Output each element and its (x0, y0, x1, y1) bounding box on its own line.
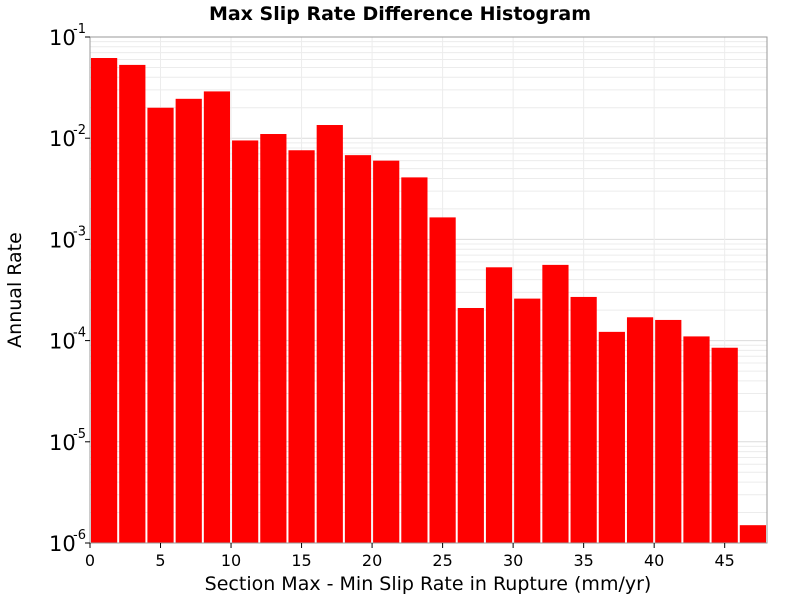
histogram-bar (344, 155, 372, 544)
x-tick-label: 30 (503, 551, 523, 570)
y-axis-label: Annual Rate (4, 232, 26, 348)
x-axis-ticks: 0 5 10 15 20 25 30 35 40 45 (85, 543, 735, 570)
y-axis-ticks: 10-610-510-410-310-210-1 (49, 22, 90, 556)
histogram-bar (655, 319, 682, 543)
histogram-bar (401, 177, 428, 543)
histogram-bar (457, 307, 484, 543)
histogram-bar (514, 298, 541, 543)
y-tick-label: 10 (49, 431, 76, 455)
x-tick-label: 15 (291, 551, 311, 570)
histogram-bar (203, 91, 231, 543)
histogram-bar (316, 125, 343, 543)
y-tick-label: 10 (49, 127, 76, 151)
x-axis-label: Section Max - Min Slip Rate in Rupture (… (205, 573, 652, 595)
x-tick-label: 40 (644, 551, 664, 570)
histogram-bar (711, 347, 738, 543)
x-tick-label: 45 (715, 551, 735, 570)
histogram-bar (147, 107, 174, 543)
histogram-bar (626, 317, 654, 543)
histogram-bar (598, 331, 625, 543)
histogram-bar (288, 150, 315, 543)
histogram-bar (739, 525, 766, 543)
chart-title: Max Slip Rate Difference Histogram (209, 3, 591, 25)
histogram-bar (232, 140, 259, 543)
histogram-bar (485, 267, 513, 543)
y-tick-label: 10 (49, 228, 76, 252)
x-tick-label: 0 (85, 551, 95, 570)
histogram-bar (542, 264, 569, 543)
y-tick-exponent: -5 (73, 427, 86, 442)
y-tick-exponent: -3 (73, 224, 86, 239)
y-tick-exponent: -1 (73, 22, 86, 37)
x-tick-label: 35 (573, 551, 593, 570)
histogram-bar (175, 98, 202, 543)
y-tick-exponent: -2 (73, 123, 86, 138)
y-tick-exponent: -4 (73, 326, 86, 341)
y-tick-label: 10 (49, 330, 76, 354)
x-tick-label: 10 (221, 551, 241, 570)
y-tick-exponent: -6 (73, 528, 86, 543)
x-tick-label: 20 (362, 551, 382, 570)
histogram-bar (373, 160, 400, 543)
histogram-bar (429, 217, 456, 543)
histogram-bar (570, 296, 597, 543)
y-tick-label: 10 (49, 532, 76, 556)
histogram-bar (91, 58, 118, 544)
plot-frame (89, 36, 768, 544)
bars (91, 58, 766, 544)
x-tick-label: 5 (155, 551, 165, 570)
histogram-bar (119, 64, 146, 543)
x-tick-label: 25 (432, 551, 452, 570)
histogram-bar (683, 336, 710, 543)
histogram-bar (260, 134, 287, 544)
y-tick-label: 10 (49, 26, 76, 50)
grid (89, 37, 767, 544)
